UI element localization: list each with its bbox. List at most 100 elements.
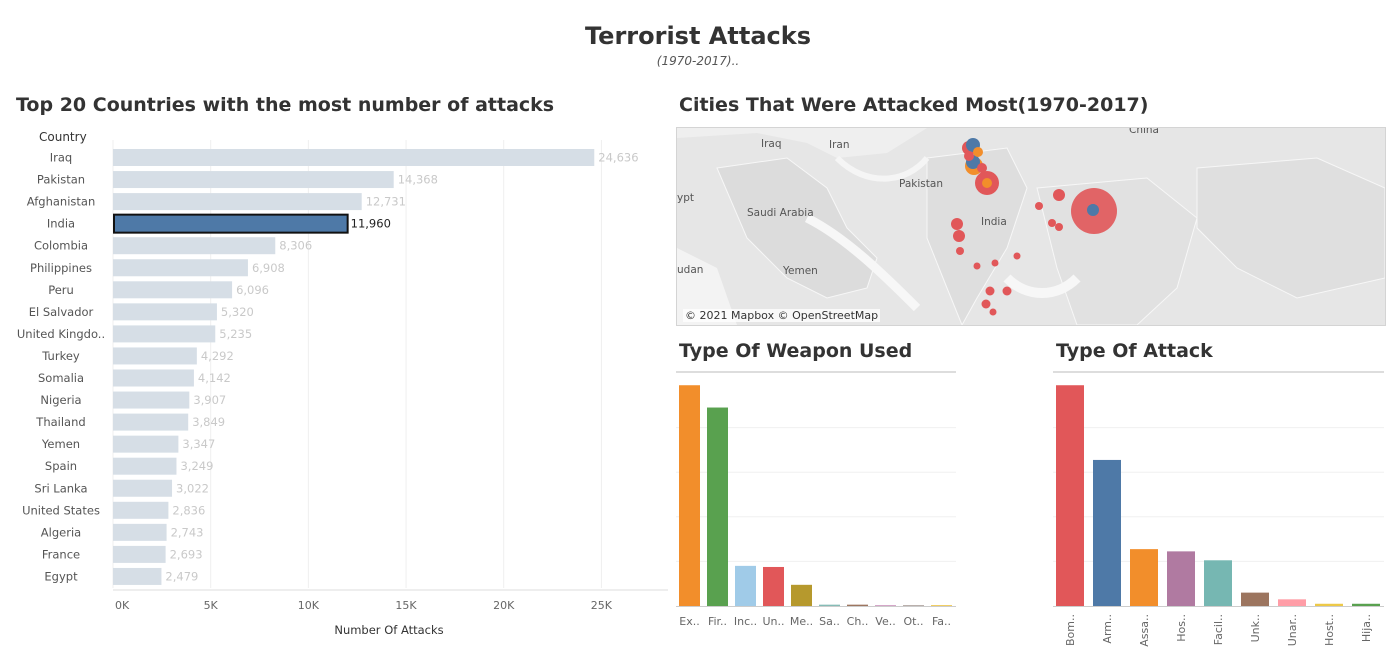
attack-bar-chart[interactable]: Bom.. Arm.. Assa.. Hos.. Facil.. Unk.. Unar.. H… (1046, 365, 1391, 655)
country-label[interactable]: United Kingdo.. (17, 327, 105, 341)
country-bar[interactable] (113, 171, 394, 189)
category-label[interactable]: Inc.. (734, 615, 757, 628)
category-label[interactable]: Ot.. (904, 615, 924, 628)
map-marker[interactable] (1089, 204, 1097, 212)
category-bar[interactable] (1130, 549, 1158, 606)
country-bar[interactable] (113, 325, 216, 343)
country-label[interactable]: Iraq (50, 151, 72, 165)
country-bar[interactable] (113, 281, 233, 299)
country-label[interactable]: Spain (45, 459, 77, 473)
category-label[interactable]: Unar.. (1286, 614, 1299, 646)
category-bar[interactable] (791, 584, 812, 606)
country-bar[interactable] (113, 149, 595, 166)
map-marker[interactable] (1053, 189, 1065, 201)
category-bar[interactable] (1056, 385, 1084, 606)
map-marker[interactable] (1013, 252, 1021, 260)
country-label[interactable]: India (47, 217, 75, 231)
country-bar[interactable] (113, 213, 349, 234)
map-marker[interactable] (973, 147, 983, 157)
map-marker[interactable] (964, 151, 974, 161)
category-bar[interactable] (931, 605, 952, 606)
category-label[interactable]: Me.. (790, 615, 813, 628)
map-marker[interactable] (981, 299, 991, 309)
category-bar[interactable] (1204, 560, 1232, 606)
category-bar[interactable] (679, 385, 700, 606)
country-label[interactable]: Peru (48, 283, 74, 297)
country-label[interactable]: Yemen (41, 437, 80, 451)
cities-attack-map[interactable]: China Iraq Iran Pakistan ypt Saudi Arabi… (676, 127, 1386, 326)
map-marker[interactable] (1002, 286, 1012, 296)
country-bar[interactable] (113, 545, 166, 563)
category-label[interactable]: Un.. (762, 615, 784, 628)
category-label[interactable]: Hija.. (1360, 614, 1373, 642)
category-label[interactable]: Facil.. (1212, 614, 1225, 645)
map-marker[interactable] (982, 178, 992, 188)
map-marker[interactable] (989, 308, 997, 316)
country-label[interactable]: France (42, 547, 80, 561)
country-bar[interactable] (113, 567, 162, 585)
map-marker[interactable] (951, 218, 963, 230)
category-bar[interactable] (1093, 459, 1121, 606)
country-bar[interactable] (113, 413, 189, 431)
category-label[interactable]: Ch.. (847, 615, 869, 628)
country-label[interactable]: Thailand (35, 415, 85, 429)
category-label[interactable]: Arm.. (1101, 614, 1114, 644)
category-bar[interactable] (735, 565, 756, 606)
country-bar[interactable] (113, 259, 248, 277)
category-bar[interactable] (1241, 592, 1269, 606)
category-label[interactable]: Fir.. (708, 615, 727, 628)
country-label[interactable]: El Salvador (29, 305, 94, 319)
country-bar[interactable] (113, 435, 179, 453)
country-bar[interactable] (113, 193, 362, 211)
country-label[interactable]: Colombia (34, 239, 88, 253)
category-label[interactable]: Host.. (1323, 614, 1336, 646)
country-label[interactable]: Philippines (30, 261, 92, 275)
country-bar[interactable] (113, 479, 173, 497)
weapon-bar-chart[interactable]: Ex.. Fir.. Inc.. Un.. Me.. Sa.. Ch.. Ve.. Ot.. Fa… (670, 365, 970, 655)
map-marker[interactable] (1048, 219, 1056, 227)
country-bar[interactable] (113, 501, 169, 519)
category-bar[interactable] (819, 604, 840, 606)
country-label[interactable]: Pakistan (37, 173, 85, 187)
country-bar[interactable] (113, 523, 167, 541)
map-markers[interactable] (677, 128, 1385, 325)
country-bar[interactable] (113, 369, 194, 387)
category-label[interactable]: Unk.. (1249, 614, 1262, 642)
category-bar[interactable] (707, 407, 728, 606)
category-label[interactable]: Fa.. (932, 615, 951, 628)
country-label[interactable]: Algeria (41, 525, 81, 539)
country-label[interactable]: Turkey (41, 349, 80, 363)
category-label[interactable]: Bom.. (1064, 614, 1077, 646)
category-label[interactable]: Ex.. (679, 615, 699, 628)
country-bar[interactable] (113, 391, 190, 409)
category-bar[interactable] (847, 604, 868, 606)
category-bar[interactable] (1167, 551, 1195, 606)
category-bar[interactable] (1278, 599, 1306, 606)
category-label[interactable]: Assa.. (1138, 614, 1151, 647)
category-bar[interactable] (1352, 603, 1380, 606)
category-bar[interactable] (1315, 603, 1343, 606)
country-label[interactable]: Afghanistan (27, 195, 95, 209)
category-bar[interactable] (763, 566, 784, 606)
country-bar[interactable] (113, 347, 197, 365)
country-label[interactable]: Sri Lanka (34, 481, 87, 495)
map-marker[interactable] (977, 163, 987, 173)
map-marker[interactable] (985, 286, 995, 296)
countries-bar-chart[interactable]: 0K 5K 10K 15K 20K 25K Number Of Attacks Iraq 24,… (0, 140, 670, 640)
category-label[interactable]: Hos.. (1175, 614, 1188, 642)
country-bar[interactable] (113, 237, 276, 255)
category-bar[interactable] (903, 605, 924, 606)
map-marker[interactable] (991, 259, 999, 267)
country-label[interactable]: Somalia (38, 371, 84, 385)
map-marker[interactable] (1055, 223, 1063, 231)
category-label[interactable]: Sa.. (819, 615, 840, 628)
map-marker[interactable] (953, 230, 965, 242)
country-label[interactable]: Nigeria (40, 393, 81, 407)
category-bar[interactable] (875, 605, 896, 606)
map-marker[interactable] (1035, 202, 1043, 210)
country-label[interactable]: United States (22, 503, 100, 517)
country-bar[interactable] (113, 303, 217, 321)
country-label[interactable]: Egypt (44, 569, 78, 583)
country-bar[interactable] (113, 457, 177, 475)
map-marker[interactable] (956, 247, 964, 255)
